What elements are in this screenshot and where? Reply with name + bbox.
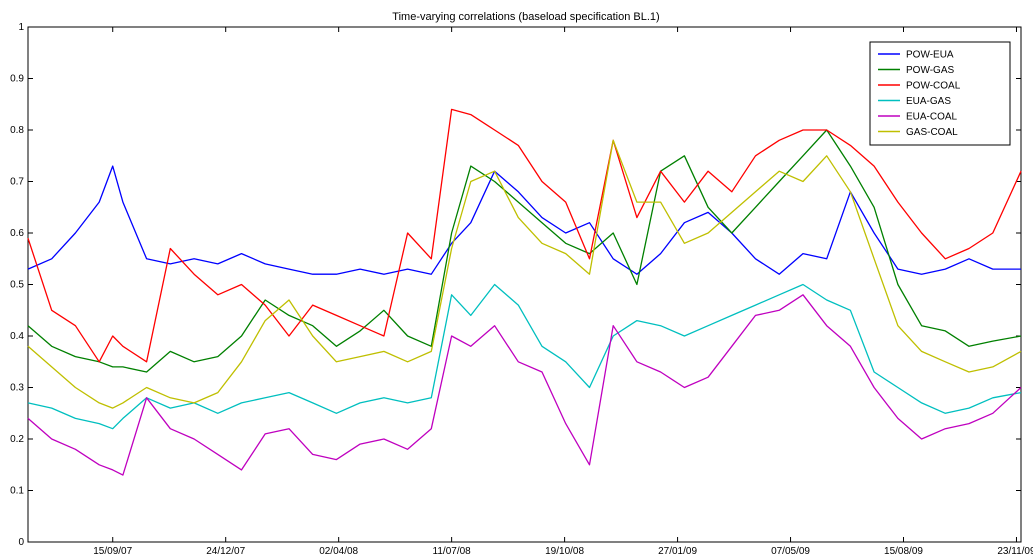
legend-entry: EUA-GAS xyxy=(906,96,951,107)
x-tick-label: 07/05/09 xyxy=(771,546,810,557)
y-tick-label: 0.5 xyxy=(10,280,24,291)
y-tick-label: 0.4 xyxy=(10,331,24,342)
series-line-pow-gas xyxy=(27,129,1022,373)
y-tick-label: 0.8 xyxy=(10,125,24,136)
plot-area xyxy=(27,26,1022,543)
y-tick-label: 0.7 xyxy=(10,177,24,188)
legend-entry: GAS-COAL xyxy=(906,127,958,138)
y-tick-label: 0.2 xyxy=(10,434,24,445)
legend-entry: POW-EUA xyxy=(906,50,954,61)
series-layer xyxy=(27,108,1022,476)
y-axis: 0 0.1 0.2 0.3 0.4 0.5 0.6 0.7 0.8 0.9 1 xyxy=(10,22,1021,548)
x-tick-label: 27/01/09 xyxy=(658,546,697,557)
series-line-eua-gas xyxy=(27,283,1022,430)
y-tick-label: 1 xyxy=(18,22,24,33)
y-tick-label: 0.1 xyxy=(10,486,24,497)
x-tick-label: 15/09/07 xyxy=(93,546,132,557)
legend-entry: EUA-COAL xyxy=(906,112,958,123)
y-tick-label: 0.3 xyxy=(10,383,24,394)
x-tick-label: 23/11/09 xyxy=(997,546,1033,557)
x-tick-label: 02/04/08 xyxy=(319,546,358,557)
series-line-gas-coal xyxy=(27,139,1022,409)
y-tick-label: 0 xyxy=(18,537,24,548)
legend: POW-EUA POW-GAS POW-COAL EUA-GAS EUA-COAL GAS… xyxy=(869,41,1011,146)
x-tick-label: 11/07/08 xyxy=(433,546,472,557)
legend-box xyxy=(869,41,1011,146)
legend-entry: POW-COAL xyxy=(906,81,961,92)
chart-title: Time-varying correlations (baseload spec… xyxy=(392,11,659,23)
series-line-pow-eua xyxy=(27,165,1021,275)
legend-entry: POW-GAS xyxy=(906,65,954,76)
y-tick-label: 0.9 xyxy=(10,74,24,85)
y-tick-label: 0.6 xyxy=(10,228,24,239)
x-tick-label: 24/12/07 xyxy=(206,546,245,557)
x-tick-label: 19/10/08 xyxy=(545,546,584,557)
series-line-eua-coal xyxy=(27,294,1022,476)
x-axis: 15/09/07 24/12/07 02/04/08 11/07/08 19/10/08… xyxy=(93,27,1033,557)
x-tick-label: 15/08/09 xyxy=(884,546,923,557)
series-line-pow-coal xyxy=(27,108,1022,363)
